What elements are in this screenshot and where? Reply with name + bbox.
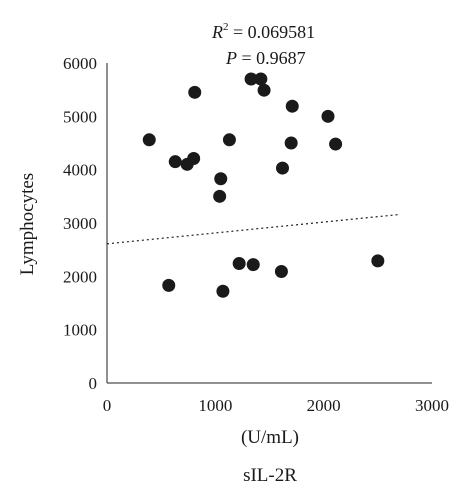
y-tick-label: 3000 [63, 214, 97, 233]
data-point [276, 161, 289, 175]
y-tick-label: 0 [89, 374, 98, 393]
r2-superscript: 2 [223, 21, 229, 33]
data-point [187, 151, 201, 165]
data-point [168, 155, 182, 169]
y-tick-label: 5000 [63, 107, 97, 126]
r-squared-annotation: R2 = 0.069581 [211, 21, 315, 42]
data-point [188, 85, 202, 99]
data-point [162, 278, 176, 292]
data-point [246, 258, 260, 272]
x-tick-labels: 0 1000 2000 3000 [103, 396, 449, 415]
y-tick-label: 1000 [63, 321, 97, 340]
data-point [142, 133, 156, 147]
x-tick-label: 0 [103, 396, 112, 415]
data-point [222, 133, 236, 147]
data-point [216, 284, 230, 298]
data-point [329, 137, 343, 151]
p-symbol: P [225, 48, 237, 68]
data-point [244, 72, 258, 86]
data-point [214, 172, 228, 186]
chart-caption: sIL-2R [243, 465, 297, 486]
x-axis-title: (U/mL) [241, 427, 299, 448]
y-tick-label: 2000 [63, 267, 97, 286]
data-point [232, 257, 246, 271]
x-tick-label: 3000 [415, 396, 449, 415]
data-point [274, 265, 288, 279]
data-point [254, 72, 268, 86]
data-point [321, 109, 335, 123]
y-axis-title: Lymphocytes [17, 173, 38, 275]
data-point [213, 189, 227, 203]
trendline [106, 213, 400, 245]
y-tick-label: 4000 [63, 161, 97, 180]
data-point [371, 254, 385, 268]
x-tick-label: 1000 [198, 396, 232, 415]
data-point [257, 83, 271, 97]
data-point [285, 99, 299, 113]
r2-symbol: R [211, 22, 223, 42]
x-tick-label: 2000 [307, 396, 341, 415]
y-tick-label: 6000 [63, 54, 97, 73]
y-tick-labels: 0 1000 2000 3000 4000 5000 6000 [63, 54, 97, 393]
p-value: = 0.9687 [237, 48, 306, 68]
data-points [142, 72, 385, 298]
data-point [284, 136, 298, 150]
p-value-annotation: P = 0.9687 [225, 48, 306, 68]
r2-value: = 0.069581 [229, 22, 316, 42]
